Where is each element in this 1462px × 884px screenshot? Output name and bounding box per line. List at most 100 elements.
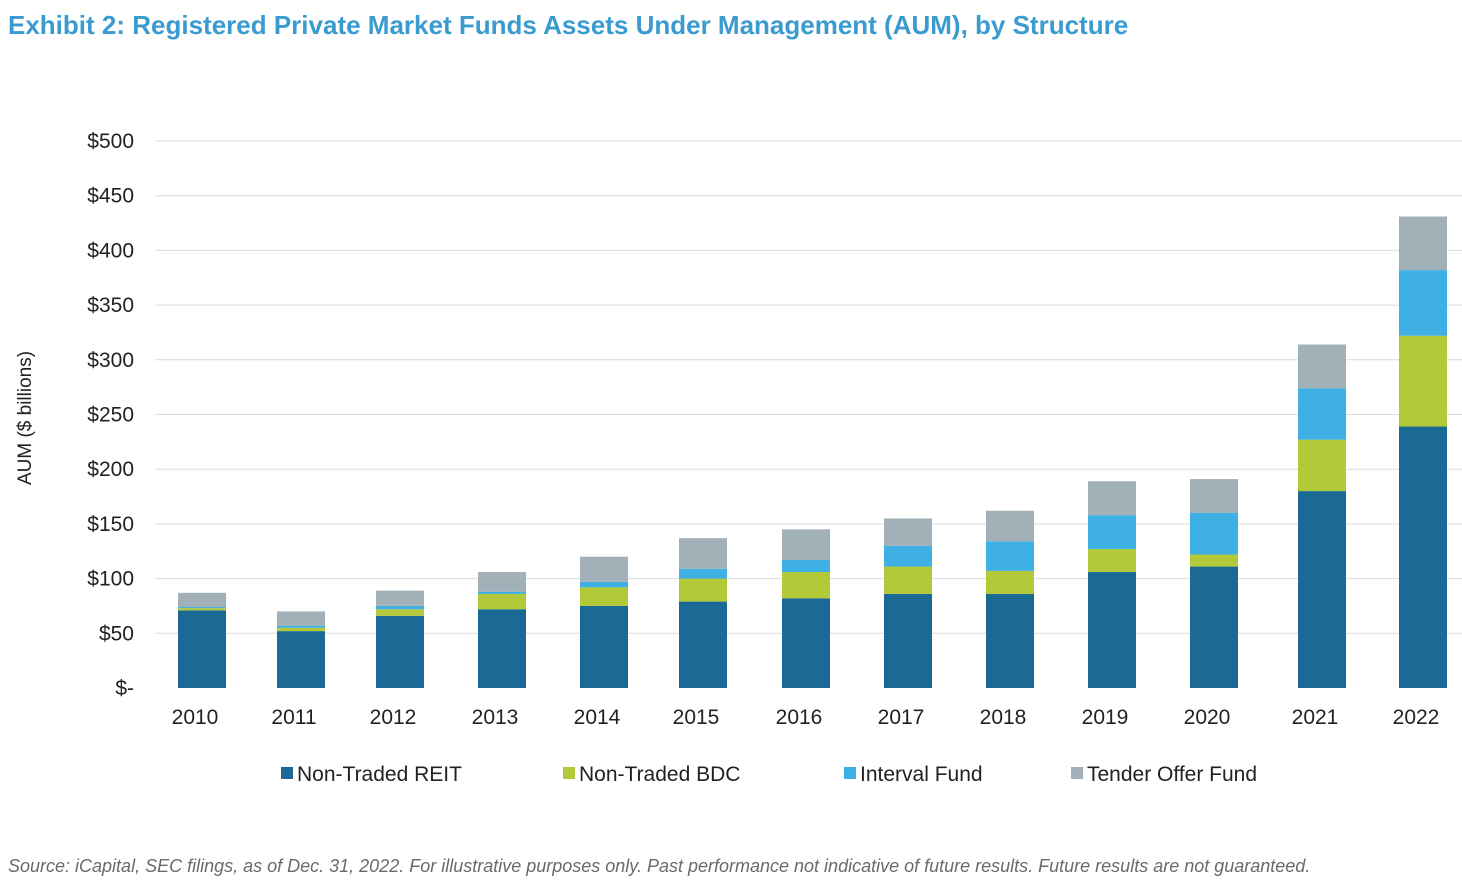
x-tick-label: 2014: [574, 706, 621, 729]
x-axis: 2010 2011 2012 2013 2014 2015 2016 2017 2018 2019…: [172, 706, 1440, 729]
bar-stack-2020: [1190, 479, 1238, 688]
y-tick-label: $200: [87, 458, 134, 481]
bar-segment-non-traded-reit: [1399, 426, 1447, 688]
bar-segment-interval-fund: [1190, 512, 1238, 555]
bar-segment-tender-offer-fund: [478, 572, 526, 592]
bar-segment-non-traded-bdc: [478, 593, 526, 610]
bar-stack-2013: [478, 572, 526, 688]
bar-segment-interval-fund: [1399, 270, 1447, 336]
bar-segment-non-traded-bdc: [986, 570, 1034, 594]
y-tick-label: $500: [87, 130, 134, 153]
bar-segment-tender-offer-fund: [884, 518, 932, 546]
bar-segment-tender-offer-fund: [782, 529, 830, 561]
bar-segment-tender-offer-fund: [1298, 344, 1346, 389]
bar-segment-tender-offer-fund: [1399, 216, 1447, 271]
bar-segment-tender-offer-fund: [986, 510, 1034, 542]
y-tick-label: $50: [99, 622, 134, 645]
bar-stacks: [178, 216, 1447, 688]
bar-segment-tender-offer-fund: [580, 556, 628, 582]
x-tick-label: 2019: [1082, 706, 1129, 729]
bar-segment-non-traded-bdc: [178, 608, 226, 611]
bar-stack-2011: [277, 611, 325, 688]
bar-segment-non-traded-reit: [1298, 491, 1346, 688]
bar-segment-non-traded-bdc: [1088, 549, 1136, 573]
y-tick-label: $400: [87, 239, 134, 262]
x-tick-label: 2010: [172, 706, 219, 729]
bar-stack-2012: [376, 590, 424, 688]
bar-stack-2022: [1399, 216, 1447, 688]
x-tick-label: 2022: [1393, 706, 1440, 729]
bar-stack-2018: [986, 510, 1034, 688]
bar-segment-non-traded-bdc: [1190, 554, 1238, 567]
bar-segment-non-traded-reit: [679, 601, 727, 688]
bar-stack-2014: [580, 556, 628, 688]
y-tick-label: $300: [87, 349, 134, 372]
y-tick-label: $100: [87, 568, 134, 591]
legend-swatch: [281, 767, 293, 779]
bar-segment-non-traded-reit: [376, 615, 424, 688]
legend-swatch: [1071, 767, 1083, 779]
bar-segment-non-traded-bdc: [1298, 439, 1346, 492]
bar-segment-tender-offer-fund: [376, 590, 424, 606]
bar-segment-interval-fund: [1298, 388, 1346, 440]
bar-segment-non-traded-bdc: [884, 566, 932, 594]
chart-title: Exhibit 2: Registered Private Market Fun…: [8, 10, 1129, 40]
legend-label: Tender Offer Fund: [1087, 763, 1257, 786]
y-tick-label: $150: [87, 513, 134, 536]
bar-segment-non-traded-reit: [1088, 572, 1136, 688]
bar-segment-non-traded-bdc: [782, 572, 830, 599]
bar-stack-2016: [782, 529, 830, 688]
bar-segment-interval-fund: [986, 541, 1034, 571]
bar-segment-non-traded-reit: [478, 609, 526, 688]
bar-segment-interval-fund: [580, 581, 628, 588]
bar-segment-interval-fund: [1088, 515, 1136, 550]
legend-item: Interval Fund: [844, 763, 983, 786]
bar-segment-tender-offer-fund: [277, 611, 325, 626]
bar-segment-interval-fund: [277, 625, 325, 628]
bar-segment-non-traded-bdc: [1399, 335, 1447, 427]
bar-segment-non-traded-reit: [178, 610, 226, 688]
bar-segment-non-traded-reit: [884, 593, 932, 688]
bar-segment-non-traded-reit: [1190, 566, 1238, 688]
bar-segment-non-traded-bdc: [679, 578, 727, 602]
bar-segment-non-traded-bdc: [376, 609, 424, 616]
x-tick-label: 2021: [1292, 706, 1339, 729]
bar-segment-non-traded-reit: [580, 605, 628, 688]
bar-segment-non-traded-reit: [782, 598, 830, 688]
y-tick-label: $350: [87, 294, 134, 317]
bar-segment-tender-offer-fund: [1088, 481, 1136, 516]
bar-segment-interval-fund: [478, 591, 526, 594]
bar-segment-interval-fund: [884, 545, 932, 567]
legend-item: Non-Traded BDC: [563, 763, 740, 786]
bar-segment-non-traded-bdc: [277, 627, 325, 632]
bar-segment-non-traded-reit: [277, 631, 325, 688]
bar-segment-non-traded-reit: [986, 593, 1034, 688]
y-axis: $- $50 $100 $150 $200 $250 $300 $350 $400 $450 $50…: [87, 130, 134, 700]
source-note: Source: iCapital, SEC filings, as of Dec…: [8, 856, 1311, 876]
bar-segment-interval-fund: [178, 607, 226, 609]
bar-segment-tender-offer-fund: [178, 592, 226, 608]
y-tick-label: $250: [87, 404, 134, 427]
bar-segment-tender-offer-fund: [679, 538, 727, 569]
legend-label: Non-Traded BDC: [579, 763, 740, 786]
legend-swatch: [563, 767, 575, 779]
bar-segment-non-traded-bdc: [580, 587, 628, 606]
bar-stack-2019: [1088, 481, 1136, 688]
x-tick-label: 2013: [472, 706, 519, 729]
x-tick-label: 2016: [776, 706, 823, 729]
legend-label: Non-Traded REIT: [297, 763, 462, 786]
x-tick-label: 2011: [271, 706, 316, 729]
y-tick-label: $-: [115, 677, 134, 700]
y-tick-label: $450: [87, 185, 134, 208]
legend-item: Tender Offer Fund: [1071, 763, 1257, 786]
bar-stack-2015: [679, 538, 727, 688]
x-tick-label: 2012: [370, 706, 417, 729]
bar-segment-interval-fund: [679, 568, 727, 579]
x-tick-label: 2015: [673, 706, 720, 729]
legend: Non-Traded REIT Non-Traded BDC Interval Fu…: [281, 763, 1257, 786]
legend-item: Non-Traded REIT: [281, 763, 462, 786]
x-tick-label: 2017: [878, 706, 925, 729]
x-tick-label: 2018: [980, 706, 1027, 729]
x-tick-label: 2020: [1184, 706, 1231, 729]
